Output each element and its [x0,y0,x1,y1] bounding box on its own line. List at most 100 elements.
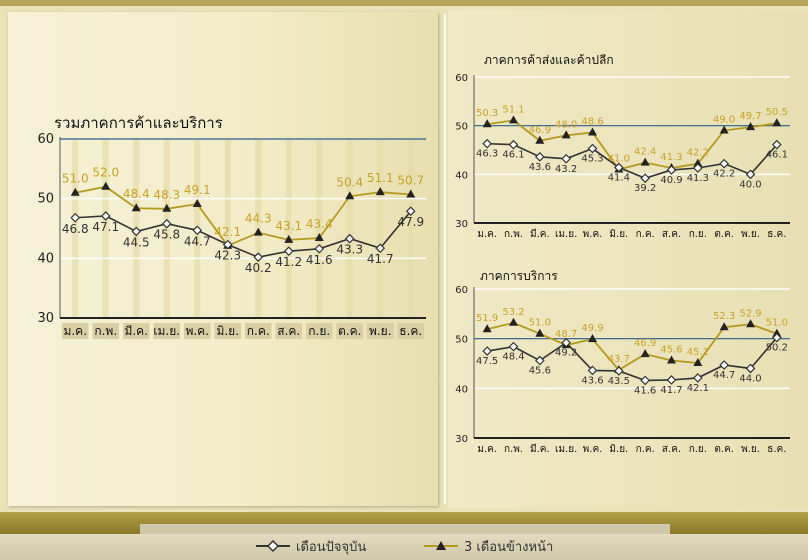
main-column-stripe [224,139,231,318]
main-x-tick-label: ก.ย. [308,324,330,338]
trade-series-next3-data-label: 42.4 [634,147,656,158]
trade-chart: 30 40 50 60 ภาคการค้าส่งและค้าปลีกม.ค. ก.พ. มี… [455,53,790,240]
service-y-tick-label: 50 [455,335,468,346]
main-category-tab [397,323,424,339]
main-x-tick-label: ม.ค. [63,324,87,338]
service-series-current-data-label: 41.7 [660,385,682,396]
trade-series-current-data-label: 46.3 [476,149,498,160]
service-chart-title: ภาคการบริการ [480,269,558,283]
service-series-next3-data-label: 51.0 [766,318,788,329]
main-series-current-point [192,225,203,236]
trade-y-tick-label: 30 [455,219,468,230]
legend-next3-label: 3 เดือนข้างหน้า [464,539,554,555]
main-series-current-point [253,252,264,262]
service-series-next3-data-label: 53.2 [502,307,524,318]
trade-series-next3-data-label: 48.0 [555,119,577,130]
main-series-next3-point [406,189,416,198]
service-series-current-point [613,366,624,376]
main-column-stripe [285,139,292,318]
trade-series-next3-data-label: 51.1 [502,104,524,115]
main-series-current-data-label: 42.3 [214,249,241,263]
service-x-tick-label: ก.ย. [689,444,707,455]
trade-series-next3-data-label: 48.6 [581,116,603,127]
trade-x-tick-label: ธ.ค. [767,229,786,240]
triangle-marker-icon [424,541,458,550]
service-x-tick-label: ต.ค. [714,444,734,455]
main-column-stripe [316,139,323,318]
panel-divider [444,14,446,504]
service-series-next3-data-label: 52.9 [739,308,761,319]
trade-x-tick-label: มี.ค. [530,228,550,240]
trade-series-current-data-label: 41.4 [608,173,630,184]
service-series-next3-line [486,321,778,372]
trade-series-current-data-label: 40.9 [660,175,682,186]
trade-x-tick-label: พ.ค. [583,229,603,240]
trade-series-next3-point [482,119,492,128]
service-series-current-point [745,363,756,374]
main-x-tick-label: ส.ค. [277,324,300,338]
main-series-next3-point [345,191,355,200]
main-series-next3-point [314,233,324,242]
main-series-current-data-label: 44.5 [123,235,150,249]
service-series-current-data-label: 47.5 [476,356,498,367]
trade-series-next3-point [588,127,597,136]
service-series-next3-point [746,319,755,328]
trade-x-tick-label: ก.พ. [504,229,523,240]
trade-series-next3-data-label: 49.7 [739,111,761,122]
main-series-current-data-label: 40.2 [245,261,272,275]
main-category-tab [153,323,180,339]
main-category-tab [367,323,394,339]
service-series-current-data-label: 41.6 [634,385,656,396]
service-y-tick-label: 40 [455,384,468,395]
main-series-current-point [405,206,416,217]
main-series-next3-point [192,199,202,208]
service-series-next3-point [482,324,492,333]
main-series-current-line [75,210,412,258]
trade-series-current-point [666,165,677,175]
service-x-tick-label: ส.ค. [662,444,681,455]
service-series-current-data-label: 44.7 [713,370,735,381]
service-series-next3-data-label: 51.9 [476,313,498,324]
trade-series-current-data-label: 43.2 [555,164,577,175]
trade-series-current-point [508,139,519,150]
trade-series-current-data-label: 46.1 [766,150,788,161]
trade-series-next3-point [772,118,782,127]
service-series-next3-point [719,322,729,331]
main-series-current-data-label: 47.1 [92,220,119,234]
service-series-next3-point [693,358,703,367]
trade-series-current-point [771,139,782,150]
main-series-next3-data-label: 51.0 [62,172,89,186]
service-series-current-data-label: 50.2 [766,343,788,354]
service-x-tick-label: ม.ค. [477,444,497,455]
service-x-tick-label: เม.ย. [555,444,577,455]
trade-x-tick-label: ม.ค. [477,229,497,240]
main-chart-title: รวมภาคการค้าและบริการ [54,114,223,132]
main-series-current-data-label: 41.6 [306,253,333,267]
service-x-tick-label: มิ.ย. [609,444,628,455]
trade-series-current-line [487,142,778,180]
service-x-tick-label: ก.ค. [636,444,655,455]
service-series-current-point [482,346,493,356]
trade-series-next3-data-label: 41.3 [660,152,682,163]
trade-y-tick-label: 50 [455,122,468,133]
trade-series-current-point [587,143,598,154]
main-x-tick-label: พ.ย. [369,324,392,338]
main-series-current-data-label: 43.3 [336,243,363,257]
service-series-next3-data-label: 52.3 [713,311,735,322]
trade-series-current-point [482,138,493,149]
main-y-tick-label: 50 [37,192,54,207]
main-series-current-point [283,246,294,257]
main-series-current-data-label: 46.8 [62,222,89,236]
trade-series-current-data-label: 45.3 [581,154,603,165]
trade-series-next3-point [746,122,755,131]
trade-series-current-data-label: 42.2 [713,169,735,180]
trade-series-current-point [719,158,730,169]
main-series-next3-line [75,185,411,247]
trade-series-current-point [640,173,651,184]
legend-next3: 3 เดือนข้างหน้า [424,536,553,556]
service-series-current-point [640,375,651,386]
trade-series-current-point [561,153,572,164]
